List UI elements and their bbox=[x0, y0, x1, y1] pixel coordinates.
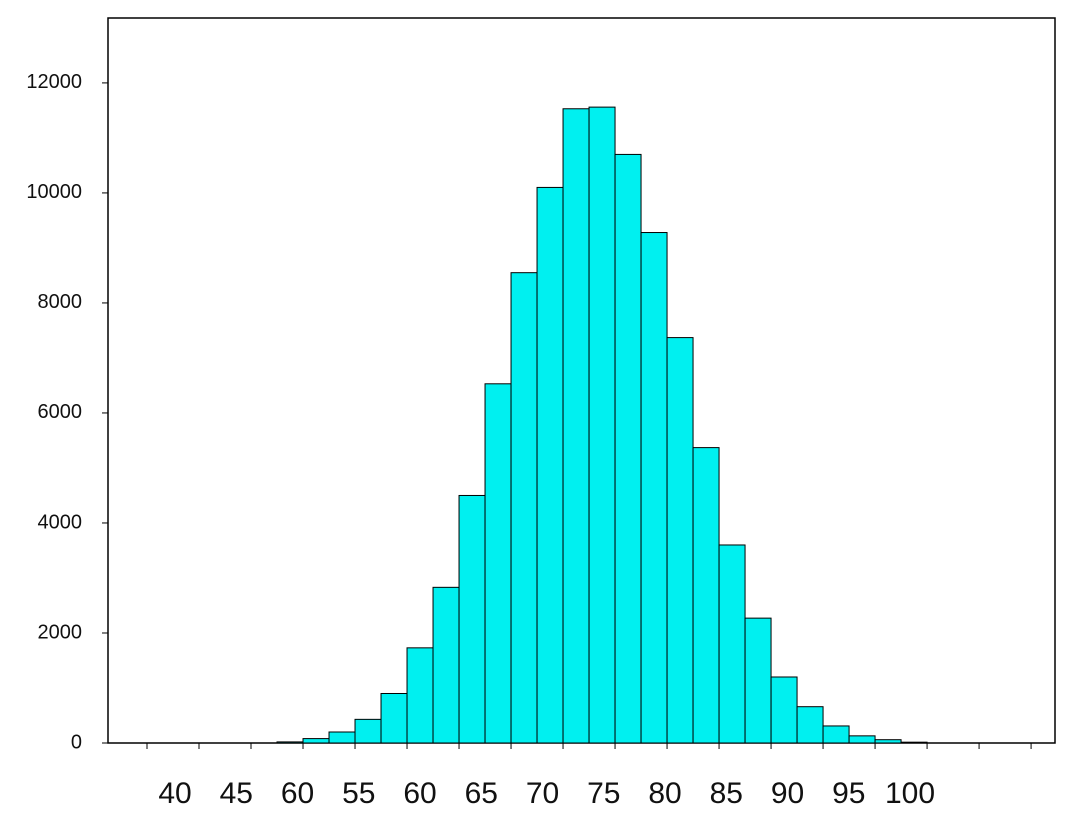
bar bbox=[406, 647, 434, 744]
bar bbox=[562, 108, 590, 744]
bar bbox=[354, 718, 382, 744]
y-tick-label: 4000 bbox=[38, 511, 83, 533]
bar bbox=[900, 741, 928, 744]
bar bbox=[276, 741, 304, 744]
y-tick-label: 10000 bbox=[26, 181, 82, 203]
x-axis-label: 60 bbox=[281, 777, 314, 810]
bar bbox=[666, 337, 694, 744]
x-axis-label: 90 bbox=[771, 777, 804, 810]
x-axis-label: 100 bbox=[885, 777, 935, 810]
bar bbox=[874, 739, 902, 744]
bar bbox=[588, 106, 616, 744]
bar bbox=[718, 544, 746, 744]
bar bbox=[484, 383, 512, 744]
bar bbox=[614, 153, 642, 744]
bar bbox=[302, 738, 330, 744]
bar bbox=[744, 617, 772, 744]
bar bbox=[328, 731, 356, 744]
x-axis-label: 70 bbox=[526, 777, 559, 810]
bar bbox=[796, 706, 824, 744]
x-axis-label: 45 bbox=[220, 777, 253, 810]
bar bbox=[536, 186, 564, 744]
x-axis-label: 95 bbox=[832, 777, 865, 810]
x-axis-label: 65 bbox=[465, 777, 498, 810]
bar bbox=[432, 586, 460, 744]
x-axis-label: 55 bbox=[342, 777, 375, 810]
x-axis-label: 40 bbox=[158, 777, 191, 810]
bar bbox=[640, 232, 668, 744]
y-tick-label: 8000 bbox=[38, 291, 83, 313]
x-axis-label: 60 bbox=[403, 777, 436, 810]
bar bbox=[770, 676, 798, 744]
y-tick-label: 0 bbox=[71, 731, 82, 753]
bar bbox=[822, 725, 850, 744]
bar bbox=[458, 494, 486, 744]
bar bbox=[380, 692, 408, 744]
y-tick-label: 12000 bbox=[26, 71, 82, 93]
bar bbox=[692, 447, 720, 744]
x-axis-label: 85 bbox=[710, 777, 743, 810]
bar bbox=[848, 735, 876, 744]
y-tick-label: 6000 bbox=[38, 401, 83, 423]
x-axis-label: 80 bbox=[648, 777, 681, 810]
x-axis-label: 75 bbox=[587, 777, 620, 810]
bar bbox=[510, 272, 538, 744]
y-tick-label: 2000 bbox=[38, 621, 83, 643]
